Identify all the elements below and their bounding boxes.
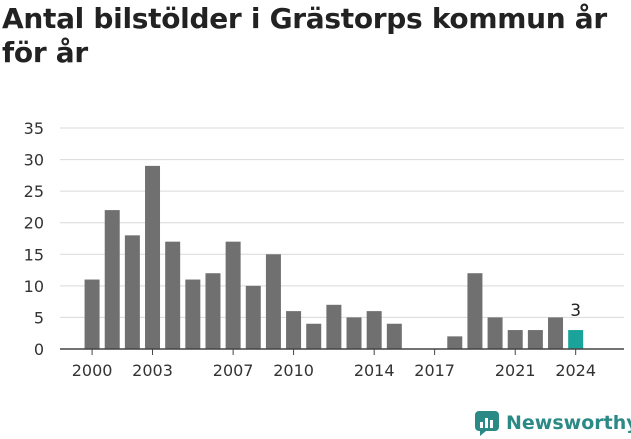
- x-tick-label: 2014: [354, 361, 395, 380]
- bar: [225, 241, 241, 349]
- bar: [568, 330, 584, 349]
- bar: [527, 330, 543, 349]
- bar: [104, 210, 120, 349]
- y-tick-label: 5: [34, 308, 44, 327]
- bar: [306, 323, 322, 349]
- bar: [366, 311, 382, 349]
- bar: [386, 323, 402, 349]
- bar: [165, 241, 181, 349]
- bar: [286, 311, 302, 349]
- bar: [185, 279, 201, 349]
- data-label: 3: [570, 301, 581, 321]
- bar: [346, 317, 362, 349]
- newsworthy-logo-icon: [475, 411, 499, 436]
- bar: [548, 317, 564, 349]
- y-tick-label: 0: [34, 340, 44, 359]
- y-tick-label: 10: [24, 277, 44, 296]
- x-tick-label: 2007: [213, 361, 254, 380]
- bar: [205, 273, 221, 349]
- bar: [507, 330, 523, 349]
- chart-title: Antal bilstölder i Grästorps kommun år f…: [2, 2, 607, 69]
- y-tick-label: 20: [24, 214, 44, 233]
- bar: [124, 235, 140, 349]
- y-tick-label: 35: [24, 119, 44, 138]
- bar: [447, 336, 463, 349]
- y-tick-label: 30: [24, 151, 44, 170]
- x-tick-label: 2021: [495, 361, 536, 380]
- x-tick-label: 2000: [72, 361, 113, 380]
- brand-name: Newsworthy: [506, 412, 631, 434]
- bar: [245, 285, 261, 349]
- bar: [467, 273, 483, 349]
- bar: [84, 279, 100, 349]
- x-tick-label: 2024: [555, 361, 596, 380]
- y-tick-label: 15: [24, 245, 44, 264]
- brand-logo: Newsworthy: [474, 408, 631, 438]
- x-tick-label: 2017: [414, 361, 455, 380]
- bar: [265, 254, 281, 349]
- x-tick-label: 2010: [273, 361, 314, 380]
- x-tick-label: 2003: [132, 361, 173, 380]
- bar: [326, 304, 342, 349]
- bar: [487, 317, 503, 349]
- y-tick-label: 25: [24, 182, 44, 201]
- bar: [145, 165, 161, 349]
